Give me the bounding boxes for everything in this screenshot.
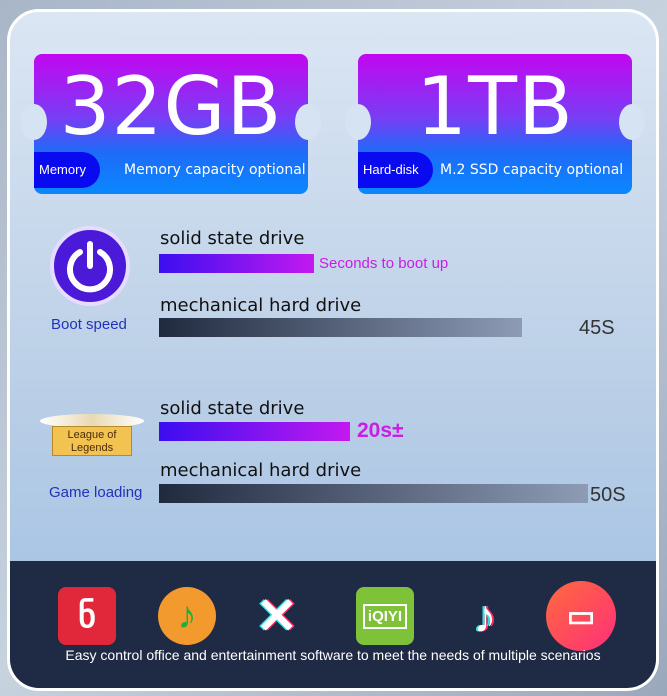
footer-text: Easy control office and entertainment so… [65,647,601,663]
tiktok-icon: ♪ [473,590,497,642]
boot-ssd-note: Seconds to boot up [319,255,449,272]
game-ssd-label: solid state drive [160,398,305,419]
boot-caption: Boot speed [51,316,127,333]
feature-panel: 32GB Memory Memory capacity optional 1TB… [7,9,659,691]
disk-subtitle: M.2 SSD capacity optional [440,162,624,178]
boot-hdd-bar [159,318,522,337]
disk-tag: Hard-disk [358,152,433,188]
disk-value: 1TB [416,60,574,153]
game-hdd-bar [159,484,588,503]
game-hdd-value: 50S [590,484,626,506]
boot-ssd-label: solid state drive [160,228,305,249]
boot-hdd-label: mechanical hard drive [160,295,362,316]
memory-value: 32GB [59,60,283,153]
boot-ssd-bar [159,254,314,273]
memory-tag: Memory [34,152,100,188]
game-caption: Game loading [49,484,143,501]
game-hdd-label: mechanical hard drive [160,460,362,481]
power-icon [50,226,130,306]
boot-hdd-value: 45S [579,317,615,339]
memory-subtitle: Memory capacity optional [124,162,306,178]
capcut-icon: ✕ [256,588,298,644]
netease-music-icon: ნ [58,587,116,645]
iqiyi-icon: iQIYI [356,587,414,645]
memory-card: 32GB Memory Memory capacity optional [21,54,321,194]
qq-music-icon: ♪ [158,587,216,645]
game-ssd-bar [159,422,350,441]
league-of-legends-logo: League of Legends [40,408,144,468]
video-camera-icon: ▭ [546,581,616,651]
apps-section: ნ ♪ ✕ iQIYI ♪ ▭ Easy control office and … [10,561,656,688]
disk-card: 1TB Hard-disk M.2 SSD capacity optional [345,54,645,194]
game-ssd-value: 20s± [357,419,404,442]
